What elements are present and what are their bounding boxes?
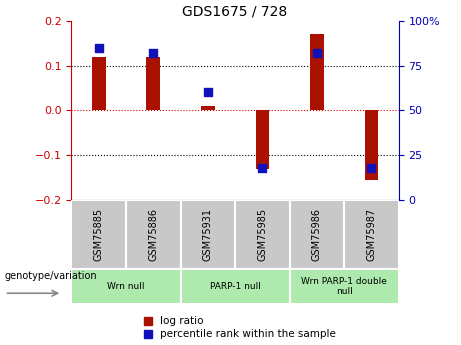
Title: GDS1675 / 728: GDS1675 / 728	[183, 4, 288, 18]
Point	[368, 165, 375, 170]
Point	[149, 50, 157, 56]
Point	[259, 165, 266, 170]
Text: genotype/variation: genotype/variation	[5, 271, 97, 281]
Text: Wrn PARP-1 double
null: Wrn PARP-1 double null	[301, 277, 387, 296]
Bar	[181, 269, 290, 304]
Text: GSM75986: GSM75986	[312, 208, 322, 261]
Text: PARP-1 null: PARP-1 null	[210, 282, 260, 291]
Bar	[290, 269, 399, 304]
Bar	[181, 200, 235, 269]
Bar	[310, 34, 324, 110]
Legend: log ratio, percentile rank within the sample: log ratio, percentile rank within the sa…	[143, 316, 336, 339]
Text: Wrn null: Wrn null	[107, 282, 145, 291]
Bar	[344, 200, 399, 269]
Text: GSM75886: GSM75886	[148, 208, 158, 261]
Bar	[290, 200, 344, 269]
Text: GSM75885: GSM75885	[94, 208, 104, 261]
Bar	[71, 200, 126, 269]
Point	[204, 90, 212, 95]
Point	[95, 45, 102, 50]
Bar	[235, 200, 290, 269]
Point	[313, 50, 321, 56]
Bar	[255, 110, 269, 169]
Bar	[92, 57, 106, 110]
Bar	[201, 106, 215, 110]
Bar	[147, 57, 160, 110]
Bar	[71, 269, 181, 304]
Text: GSM75985: GSM75985	[257, 208, 267, 261]
Text: GSM75987: GSM75987	[366, 208, 377, 261]
Bar	[365, 110, 378, 180]
Text: GSM75931: GSM75931	[203, 208, 213, 261]
Bar	[126, 200, 181, 269]
